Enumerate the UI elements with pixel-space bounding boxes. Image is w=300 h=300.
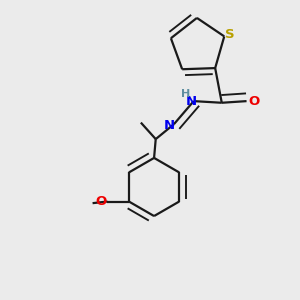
Text: S: S [225,28,235,41]
Text: N: N [164,119,175,132]
Text: O: O [96,195,107,208]
Text: O: O [248,94,260,108]
Text: N: N [185,94,197,108]
Text: H: H [181,89,190,99]
